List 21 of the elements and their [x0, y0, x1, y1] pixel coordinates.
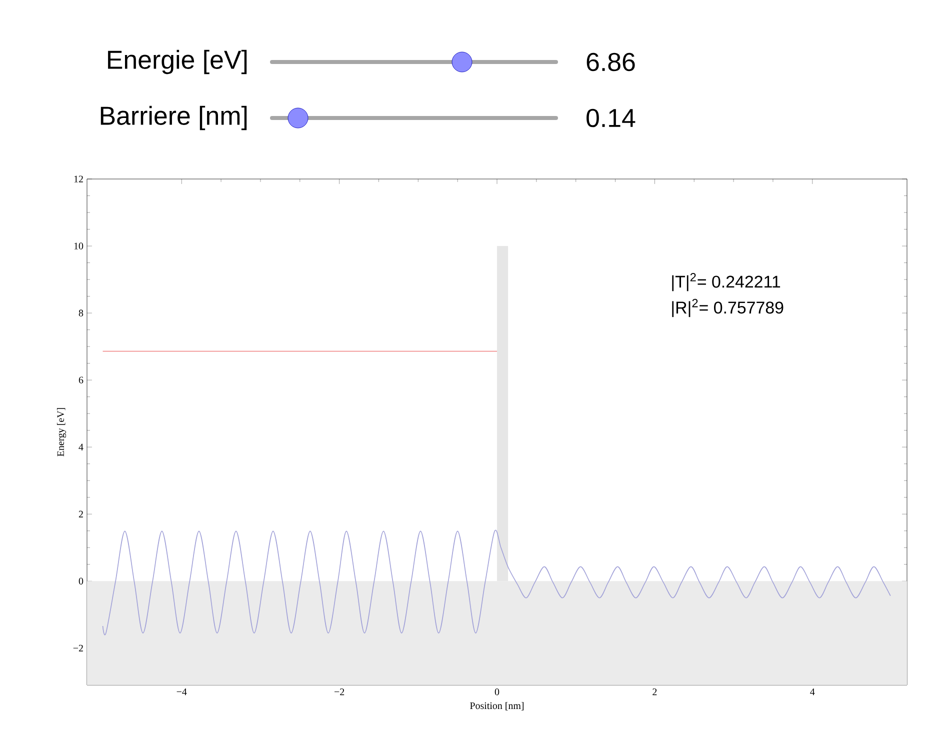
- y-axis-title: Energy [eV]: [56, 408, 66, 456]
- text: 6.86: [586, 52, 635, 72]
- y-tick-label: 4: [78, 444, 84, 450]
- y-tick-label: 12: [74, 176, 83, 182]
- y-tick-label: 0: [78, 578, 84, 584]
- y-tick-label: 10: [74, 242, 84, 250]
- x-tick-label: 2: [652, 688, 657, 696]
- text: Barriere [nm]: [100, 106, 247, 130]
- text: 0.14: [586, 108, 636, 128]
- y-tick-label: −2: [73, 644, 83, 652]
- y-tick-label: 8: [78, 310, 84, 316]
- y-tick-label: 2: [78, 510, 83, 518]
- x-tick-label: −4: [176, 688, 187, 696]
- x-tick-label: 0: [494, 688, 500, 696]
- x-axis-title: Position [nm]: [470, 702, 524, 710]
- x-tick-label: −2: [334, 688, 344, 696]
- annotation: |R|$^{2}$= 0.757789: [672, 298, 784, 318]
- x-tick-label: 4: [810, 688, 815, 696]
- annotation: |T|$^{2}$= 0.242211: [672, 273, 780, 292]
- text: Energie [eV]: [108, 50, 247, 74]
- y-tick-label: 6: [78, 376, 84, 384]
